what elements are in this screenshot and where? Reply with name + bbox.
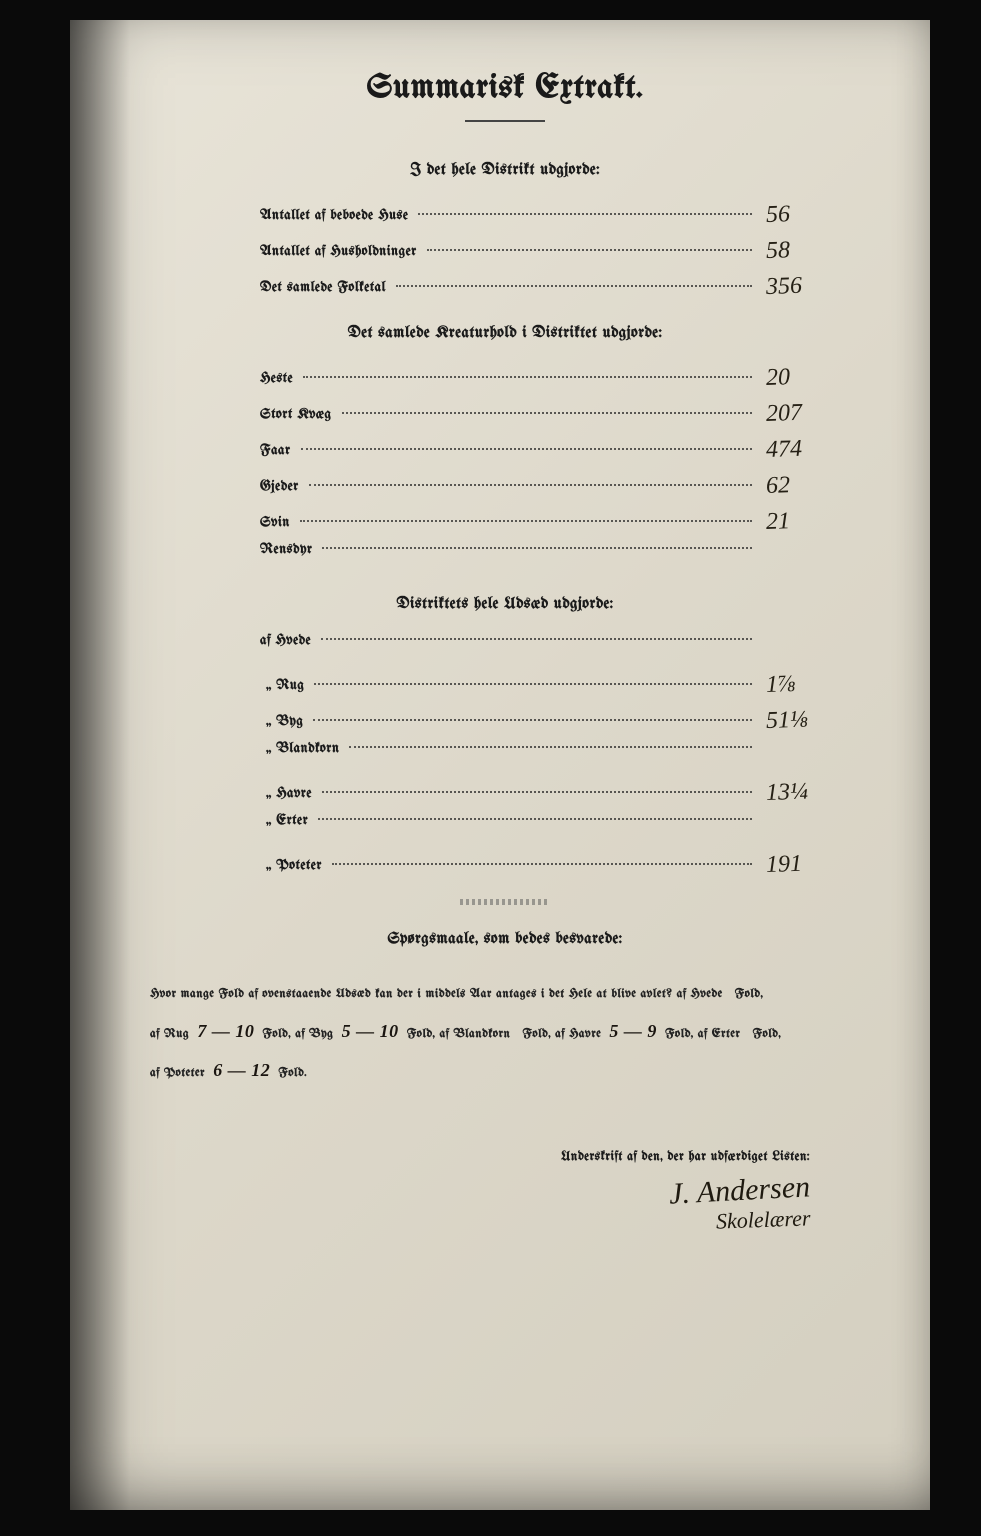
signature-role: Skolelærer <box>715 1205 810 1234</box>
row-label: Faar <box>260 443 297 458</box>
leader-dots <box>301 448 752 450</box>
title-rule <box>465 120 545 122</box>
sowing-block: af Hvede „ Rug 1⅞ „ Byg 51⅛ „ Blandkorn <box>260 633 830 877</box>
questions-intro: Hvor mange Fold af ovenstaaende Udsæd ka… <box>150 988 723 1001</box>
document-page: Summarisk Extrakt. I det hele Distrikt u… <box>70 20 930 1510</box>
signature-name: J. Andersen <box>668 1170 811 1210</box>
row-label: „ Erter <box>266 813 314 828</box>
section-heading-livestock: Det samlede Kreaturhold i Distriktet udg… <box>140 325 870 342</box>
leader-dots <box>309 484 752 486</box>
row-value: 51⅛ <box>760 706 831 735</box>
table-row: Stort Kvæg 207 <box>260 398 830 426</box>
row-value: 58 <box>760 236 831 265</box>
table-row: Antallet af beboede Huse 56 <box>260 199 830 227</box>
section-heading-sowing: Distriktets hele Udsæd udgjorde: <box>140 596 870 613</box>
fill-blandkorn <box>515 1021 523 1041</box>
fill-rug: 7 — 10 <box>193 1021 258 1041</box>
row-value <box>760 825 830 827</box>
table-row: af Hvede <box>260 633 830 661</box>
fill-hvede <box>727 981 735 1001</box>
leader-dots <box>300 520 752 522</box>
table-row: „ Byg 51⅛ <box>260 705 830 733</box>
table-row: Gjeder 62 <box>260 470 830 498</box>
table-row: Det samlede Folketal 356 <box>260 271 830 299</box>
table-row: „ Poteter 191 <box>260 849 830 877</box>
row-label: Gjeder <box>260 479 305 494</box>
leader-dots <box>321 638 752 640</box>
row-value: 191 <box>760 850 831 879</box>
row-value: 356 <box>760 272 831 301</box>
leader-dots <box>322 547 752 549</box>
row-label: Antallet af Husholdninger <box>260 244 423 259</box>
leader-dots <box>342 412 752 414</box>
row-value: 56 <box>760 200 831 229</box>
row-label: Rensdyr <box>260 542 318 557</box>
divider-rule <box>460 899 550 905</box>
table-row: Rensdyr <box>260 542 830 570</box>
row-label: „ Byg <box>266 714 309 729</box>
questions-paragraph: Hvor mange Fold af ovenstaaende Udsæd ka… <box>140 972 870 1091</box>
table-row: Antallet af Husholdninger 58 <box>260 235 830 263</box>
signature-block: Underskrift af den, der har udfærdiget L… <box>140 1151 870 1233</box>
row-label: Det samlede Folketal <box>260 280 392 295</box>
leader-dots <box>313 719 752 721</box>
row-label: Heste <box>260 371 299 386</box>
table-row: „ Erter <box>260 813 830 841</box>
livestock-block: Heste 20 Stort Kvæg 207 Faar 474 Gjeder … <box>260 362 830 570</box>
row-value: 20 <box>760 363 831 392</box>
row-value: 1⅞ <box>760 670 831 699</box>
row-value: 62 <box>760 471 831 500</box>
row-label: „ Rug <box>266 678 310 693</box>
table-row: „ Havre 13¼ <box>260 777 830 805</box>
row-label: „ Havre <box>266 786 318 801</box>
row-value: 13¼ <box>760 778 831 807</box>
fill-erter <box>745 1021 753 1041</box>
table-row: Svin 21 <box>260 506 830 534</box>
fill-poteter: 6 — 12 <box>209 1060 274 1080</box>
row-value: 474 <box>760 435 831 464</box>
row-value <box>760 554 830 556</box>
row-label: „ Blandkorn <box>266 741 345 756</box>
table-row: Faar 474 <box>260 434 830 462</box>
row-value: 21 <box>760 507 831 536</box>
page-title: Summarisk Extrakt. <box>140 70 870 106</box>
leader-dots <box>303 376 752 378</box>
section-heading-district: I det hele Distrikt udgjorde: <box>140 162 870 179</box>
row-value <box>760 753 830 755</box>
leader-dots <box>418 213 752 215</box>
leader-dots <box>427 249 752 251</box>
fill-byg: 5 — 10 <box>338 1021 403 1041</box>
scan-frame: Summarisk Extrakt. I det hele Distrikt u… <box>0 0 981 1536</box>
row-label: Stort Kvæg <box>260 407 338 422</box>
leader-dots <box>396 285 752 287</box>
row-label: „ Poteter <box>266 858 328 873</box>
signature-caption: Underskrift af den, der har udfærdiget L… <box>140 1151 810 1164</box>
row-value <box>760 645 830 647</box>
row-label: af Hvede <box>260 633 317 648</box>
leader-dots <box>322 791 752 793</box>
section-heading-questions: Spørgsmaale, som bedes besvarede: <box>140 931 870 948</box>
row-value: 207 <box>760 399 831 428</box>
table-row: „ Blandkorn <box>260 741 830 769</box>
leader-dots <box>314 683 752 685</box>
row-label: Antallet af beboede Huse <box>260 208 414 223</box>
leader-dots <box>332 863 752 865</box>
table-row: „ Rug 1⅞ <box>260 669 830 697</box>
fill-havre: 5 — 9 <box>605 1021 661 1041</box>
district-totals-block: Antallet af beboede Huse 56 Antallet af … <box>260 199 830 299</box>
table-row: Heste 20 <box>260 362 830 390</box>
leader-dots <box>318 818 752 820</box>
row-label: Svin <box>260 515 296 530</box>
leader-dots <box>349 746 752 748</box>
